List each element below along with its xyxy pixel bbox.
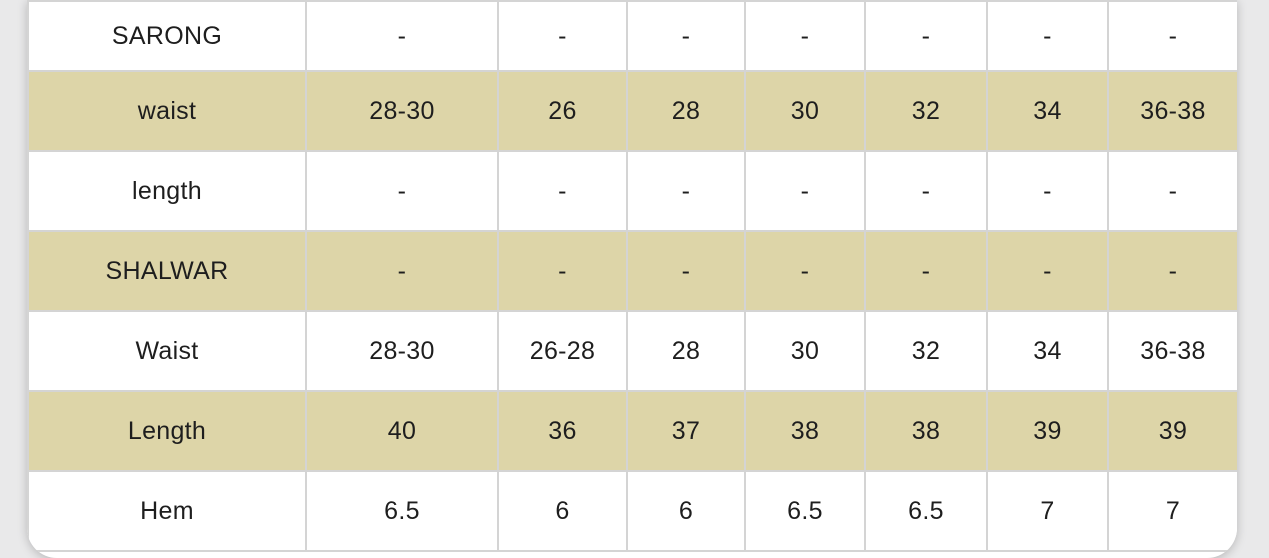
size-value-cell: 34 xyxy=(986,310,1109,392)
size-value-cell: - xyxy=(986,230,1109,312)
size-value-cell: 39 xyxy=(986,390,1109,472)
size-value-cell: 38 xyxy=(744,390,866,472)
size-value-cell: 36 xyxy=(497,390,628,472)
size-value-cell: 30 xyxy=(744,70,866,152)
table-row: length - - - - - - - xyxy=(27,150,1237,232)
size-value-cell: 26 xyxy=(497,70,628,152)
size-chart-table: SARONG - - - - - - - waist 28-30 26 28 3… xyxy=(27,0,1237,552)
size-value-cell: - xyxy=(1107,230,1237,312)
size-value-cell: 32 xyxy=(864,310,988,392)
size-value-cell: 28 xyxy=(626,310,746,392)
row-label-cell: SHALWAR xyxy=(27,230,307,312)
size-value-cell: - xyxy=(626,230,746,312)
size-value-cell: - xyxy=(305,0,499,72)
size-value-cell: - xyxy=(744,230,866,312)
size-value-cell: 6.5 xyxy=(305,470,499,552)
size-value-cell: 36-38 xyxy=(1107,310,1237,392)
size-value-cell: 39 xyxy=(1107,390,1237,472)
row-label-cell: SARONG xyxy=(27,0,307,72)
size-value-cell: - xyxy=(986,0,1109,72)
size-value-cell: 6 xyxy=(497,470,628,552)
table-row: SARONG - - - - - - - xyxy=(27,0,1237,72)
table-row: SHALWAR - - - - - - - xyxy=(27,230,1237,312)
size-value-cell: 28-30 xyxy=(305,70,499,152)
size-value-cell: 38 xyxy=(864,390,988,472)
size-value-cell: 34 xyxy=(986,70,1109,152)
size-value-cell: - xyxy=(497,230,628,312)
size-value-cell: - xyxy=(986,150,1109,232)
table-row: Hem 6.5 6 6 6.5 6.5 7 7 xyxy=(27,470,1237,552)
size-value-cell: 37 xyxy=(626,390,746,472)
size-value-cell: 28 xyxy=(626,70,746,152)
size-value-cell: - xyxy=(864,150,988,232)
size-value-cell: 6 xyxy=(626,470,746,552)
table-row: Length 40 36 37 38 38 39 39 xyxy=(27,390,1237,472)
size-value-cell: 6.5 xyxy=(864,470,988,552)
size-value-cell: 7 xyxy=(1107,470,1237,552)
row-label-cell: Hem xyxy=(27,470,307,552)
size-value-cell: - xyxy=(1107,0,1237,72)
row-label-cell: Length xyxy=(27,390,307,472)
size-value-cell: 36-38 xyxy=(1107,70,1237,152)
size-value-cell: - xyxy=(744,150,866,232)
row-label-cell: length xyxy=(27,150,307,232)
size-value-cell: - xyxy=(744,0,866,72)
size-value-cell: - xyxy=(497,150,628,232)
size-value-cell: - xyxy=(1107,150,1237,232)
size-value-cell: 40 xyxy=(305,390,499,472)
size-value-cell: - xyxy=(305,150,499,232)
size-value-cell: 6.5 xyxy=(744,470,866,552)
size-value-cell: - xyxy=(864,0,988,72)
row-label-cell: waist xyxy=(27,70,307,152)
row-label-cell: Waist xyxy=(27,310,307,392)
size-chart-card: SARONG - - - - - - - waist 28-30 26 28 3… xyxy=(27,0,1237,558)
size-value-cell: 30 xyxy=(744,310,866,392)
size-value-cell: - xyxy=(626,150,746,232)
size-value-cell: 26-28 xyxy=(497,310,628,392)
table-row: waist 28-30 26 28 30 32 34 36-38 xyxy=(27,70,1237,152)
size-value-cell: 7 xyxy=(986,470,1109,552)
size-value-cell: - xyxy=(497,0,628,72)
table-row: Waist 28-30 26-28 28 30 32 34 36-38 xyxy=(27,310,1237,392)
size-value-cell: 28-30 xyxy=(305,310,499,392)
size-value-cell: - xyxy=(305,230,499,312)
size-value-cell: - xyxy=(864,230,988,312)
size-value-cell: 32 xyxy=(864,70,988,152)
size-value-cell: - xyxy=(626,0,746,72)
